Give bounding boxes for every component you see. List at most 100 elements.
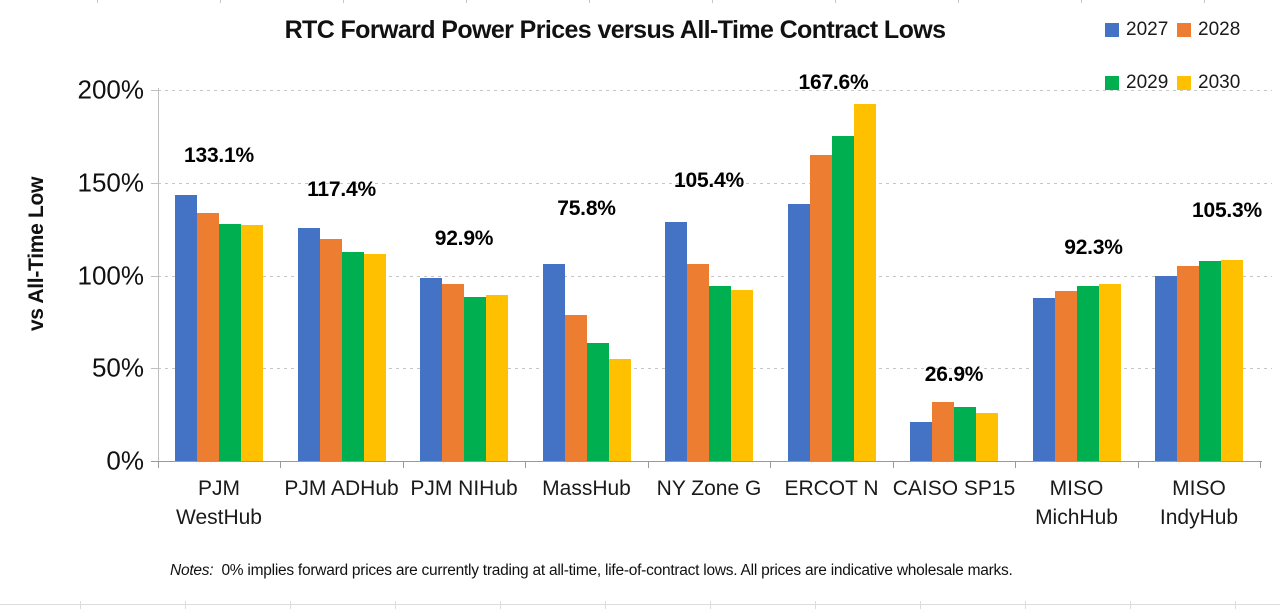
bar-2027 bbox=[787, 204, 810, 461]
group-average-label: 92.3% bbox=[1064, 235, 1123, 259]
legend-item-2029: 2029 bbox=[1105, 72, 1168, 94]
bar-2028 bbox=[687, 263, 709, 461]
y-axis-tick bbox=[150, 90, 158, 91]
group-average-label: 92.9% bbox=[434, 227, 494, 251]
y-axis-tick bbox=[150, 275, 158, 277]
y-axis-tick bbox=[150, 182, 158, 184]
gridline-stub-bottom bbox=[710, 601, 711, 609]
bar-2027 bbox=[420, 278, 442, 461]
gridline-stub-bottom bbox=[605, 601, 606, 609]
x-axis-tick bbox=[770, 462, 772, 468]
x-category-label: PJM NIHub bbox=[410, 477, 518, 500]
notes: Notes: 0% implies forward prices are cur… bbox=[170, 562, 1220, 580]
x-axis-tick bbox=[647, 462, 649, 468]
gridline-stub-top bbox=[343, 0, 344, 3]
gridline-stub-bottom bbox=[920, 601, 921, 609]
x-category-label: MISO MichHub bbox=[1035, 477, 1118, 529]
bar-2030 bbox=[608, 359, 631, 461]
bar-2027 bbox=[1155, 275, 1177, 461]
bar-2028 bbox=[197, 212, 219, 461]
bar-2029 bbox=[341, 251, 364, 461]
y-axis-line bbox=[157, 88, 159, 461]
bar-2028 bbox=[932, 402, 954, 461]
group-average-label: 167.6% bbox=[798, 70, 869, 94]
gridline-stub-top bbox=[1204, 0, 1205, 3]
x-category-label: NY Zone G bbox=[656, 477, 762, 500]
y-tick-label: 0% bbox=[106, 445, 144, 476]
legend-item-2030: 2030 bbox=[1177, 72, 1240, 94]
bar-2028 bbox=[564, 315, 587, 461]
bar-2029 bbox=[954, 407, 976, 461]
gridline-stub-top bbox=[97, 0, 98, 3]
x-category-label: MISO IndyHub bbox=[1159, 477, 1239, 529]
gridline-stub-bottom bbox=[185, 601, 186, 609]
legend-label: 2027 bbox=[1126, 19, 1169, 40]
legend-item-2028: 2028 bbox=[1177, 19, 1240, 41]
gridline-150% bbox=[157, 182, 1272, 184]
bar-2028 bbox=[319, 238, 342, 461]
group-average-label: 105.3% bbox=[1191, 199, 1263, 223]
legend-swatch-icon bbox=[1105, 23, 1119, 37]
gridline-stub-bottom bbox=[1025, 601, 1026, 609]
bar-2027 bbox=[665, 221, 687, 461]
x-category-label: MassHub bbox=[542, 477, 631, 500]
notes-label: Notes: bbox=[170, 562, 214, 579]
bar-2027 bbox=[175, 194, 197, 461]
gridline-stub-top bbox=[835, 0, 836, 3]
bar-2029 bbox=[831, 136, 854, 461]
bar-2030 bbox=[363, 253, 386, 461]
legend-swatch-icon bbox=[1105, 76, 1119, 90]
y-tick-label: 50% bbox=[91, 352, 144, 383]
chart-title: RTC Forward Power Prices versus All-Time… bbox=[284, 16, 946, 44]
legend-label: 2029 bbox=[1126, 72, 1169, 93]
y-tick-label: 200% bbox=[77, 74, 145, 105]
bar-2030 bbox=[1098, 283, 1121, 461]
gridline-stub-bottom bbox=[1235, 601, 1236, 609]
bar-2030 bbox=[976, 412, 998, 461]
x-axis-tick bbox=[892, 462, 894, 468]
legend-swatch-icon bbox=[1177, 23, 1191, 37]
legend-swatch-icon bbox=[1177, 76, 1191, 90]
gridline-100% bbox=[157, 275, 1272, 277]
gridline-stub-bottom bbox=[290, 601, 291, 609]
gridline-stub-bottom bbox=[500, 601, 501, 609]
group-average-label: 133.1% bbox=[183, 143, 255, 167]
bar-2029 bbox=[1076, 286, 1099, 461]
y-tick-label: 100% bbox=[77, 260, 145, 290]
bar-2029 bbox=[709, 285, 731, 461]
x-axis-tick bbox=[157, 462, 159, 468]
gridline-stub-bottom bbox=[395, 601, 396, 609]
gridline-stub-top bbox=[1081, 0, 1082, 3]
x-category-label: ERCOT N bbox=[784, 477, 879, 500]
bar-2029 bbox=[464, 297, 486, 461]
x-axis-tick bbox=[1260, 462, 1262, 468]
bar-2027 bbox=[542, 264, 565, 461]
x-axis-line bbox=[150, 461, 1262, 462]
bar-2027 bbox=[1032, 298, 1055, 461]
group-average-label: 26.9% bbox=[924, 363, 984, 387]
gridline-stub-top bbox=[958, 0, 959, 3]
bar-2028 bbox=[1177, 266, 1199, 461]
group-average-label: 105.4% bbox=[673, 168, 745, 192]
y-axis-tick bbox=[150, 368, 158, 370]
x-category-label: PJM WestHub bbox=[176, 477, 262, 529]
gridline-stub-bottom bbox=[1130, 601, 1131, 609]
bar-2030 bbox=[486, 295, 508, 461]
bar-2028 bbox=[1054, 290, 1077, 461]
x-category-label: CAISO SP15 bbox=[892, 477, 1016, 500]
bar-2029 bbox=[586, 342, 609, 461]
bar-2030 bbox=[731, 290, 753, 461]
bar-2027 bbox=[297, 228, 320, 461]
bar-2029 bbox=[219, 223, 241, 461]
x-axis-tick bbox=[402, 462, 404, 468]
x-category-label: PJM ADHub bbox=[284, 477, 399, 500]
y-axis-title: vs All-Time Low bbox=[25, 176, 48, 332]
gridline-stub-top bbox=[466, 0, 467, 3]
bar-2027 bbox=[910, 421, 932, 461]
notes-text: 0% implies forward prices are currently … bbox=[221, 562, 1013, 579]
bar-2030 bbox=[241, 225, 263, 461]
gridline-stub-bottom bbox=[80, 601, 81, 609]
group-average-label: 75.8% bbox=[557, 197, 616, 221]
legend-label: 2030 bbox=[1198, 72, 1241, 93]
